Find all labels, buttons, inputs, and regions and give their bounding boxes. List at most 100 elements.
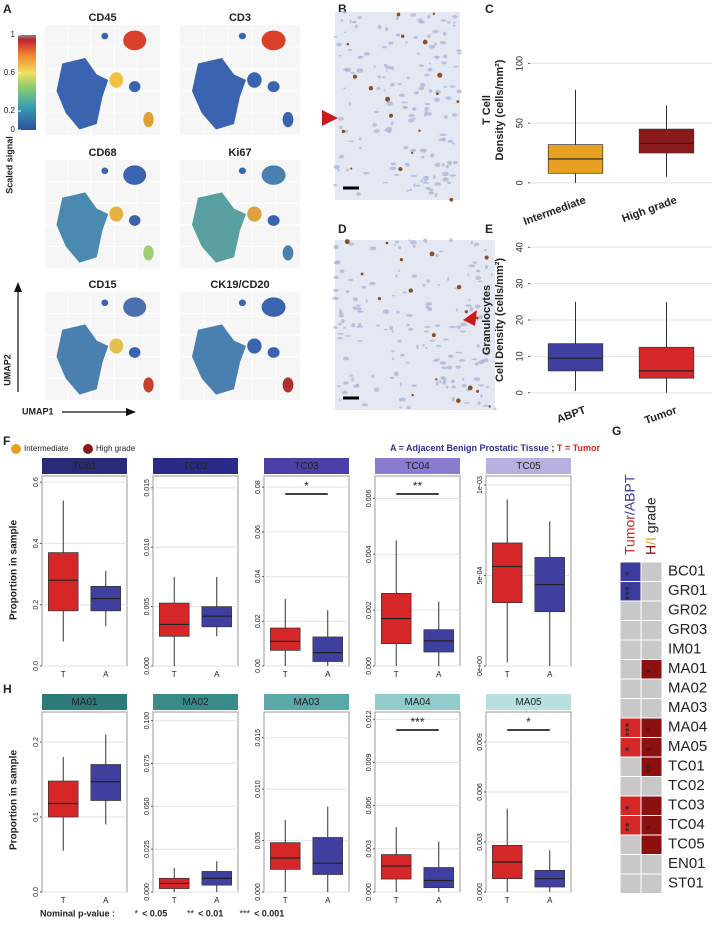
- tissue-cell: [410, 174, 418, 178]
- tissue-cell: [453, 21, 456, 24]
- tissue-cell: [355, 383, 360, 387]
- stained-cell: [464, 310, 468, 314]
- tissue-cell: [416, 52, 420, 55]
- tissue-cell: [451, 142, 455, 145]
- y-tick-label: 0.005: [255, 832, 262, 850]
- tissue-cell: [473, 377, 481, 382]
- tissue-cell: [363, 52, 369, 56]
- box: [423, 867, 454, 889]
- x-tick-label: A: [103, 896, 109, 905]
- tissue-cell: [463, 401, 470, 404]
- tissue-cell: [477, 280, 483, 283]
- x-tick-label: A: [103, 670, 109, 679]
- tissue-cell: [389, 166, 397, 171]
- tissue-cell: [442, 31, 447, 36]
- cell-stars: *: [644, 669, 658, 674]
- tissue-cell: [433, 174, 436, 180]
- y-tick-label: 0.000: [144, 883, 151, 901]
- y-tick-label: 0.006: [366, 797, 373, 815]
- y-axis-title: Proportion in sample: [9, 520, 20, 620]
- stained-cell: [475, 316, 479, 320]
- facet-title: MA01: [71, 697, 98, 708]
- tissue: [335, 240, 495, 410]
- tissue-cell: [385, 26, 389, 32]
- tissue-cell: [413, 91, 419, 95]
- tissue-cell: [358, 137, 362, 141]
- tissue-cell: [338, 154, 345, 159]
- tissue-cell: [428, 88, 433, 93]
- facet-title: TC02: [183, 461, 208, 472]
- tissue-cell: [408, 239, 411, 242]
- x-tick-label: T: [172, 670, 177, 679]
- panel-label: C: [485, 2, 494, 16]
- box: [270, 842, 301, 870]
- stained-cell: [408, 288, 414, 293]
- tissue-cell: [337, 337, 343, 340]
- umap-cluster: [267, 215, 280, 226]
- tissue-cell: [397, 339, 402, 343]
- y-axis-title: Density (cells/mm²): [494, 59, 506, 160]
- tissue-cell: [373, 129, 380, 133]
- tissue-cell: [382, 309, 390, 314]
- tissue-cell: [356, 304, 361, 307]
- stained-cell: [456, 398, 461, 403]
- facet-title: TC01: [72, 461, 97, 472]
- tissue-cell: [456, 52, 463, 55]
- heatmap-cell: [640, 639, 663, 660]
- box: [159, 602, 190, 637]
- tissue-cell: [455, 308, 458, 312]
- cell-stars: **: [644, 764, 658, 774]
- tissue-cell: [439, 40, 447, 45]
- row-label: MA04: [668, 719, 707, 736]
- tissue-cell: [405, 361, 410, 364]
- umap-cluster: [267, 81, 280, 93]
- tissue-cell: [341, 11, 348, 14]
- facet-strip: [42, 458, 127, 474]
- y-tick-label: 0.075: [144, 755, 151, 773]
- tissue-cell: [423, 176, 430, 181]
- tissue-cell: [348, 278, 354, 282]
- pvalue-title: Nominal p-value :: [40, 908, 115, 918]
- box: [638, 128, 695, 154]
- row-label: ST01: [668, 875, 704, 892]
- tissue-cell: [438, 138, 444, 141]
- tissue-cell: [373, 65, 376, 68]
- tissue-cell: [344, 335, 352, 337]
- tissue-cell: [396, 310, 400, 314]
- cell-stars: *: [623, 805, 637, 810]
- heatmap-cell: [640, 873, 663, 894]
- legend-marker: [83, 444, 93, 454]
- tissue-cell: [421, 155, 425, 159]
- tissue-cell: [333, 244, 339, 250]
- tissue-cell: [343, 31, 347, 34]
- umap-cluster: [261, 165, 286, 185]
- tissue-cell: [341, 390, 348, 395]
- y-tick-label: 0.0: [33, 661, 40, 671]
- x-tick-label: T: [61, 670, 66, 679]
- tissue-cell: [410, 13, 417, 17]
- facet-title: MA02: [182, 697, 209, 708]
- umap-cluster: [123, 297, 147, 317]
- tissue-cell: [458, 359, 466, 362]
- tissue-cell: [408, 118, 414, 123]
- box: [638, 346, 695, 379]
- y-tick-label: 0.4: [33, 538, 40, 548]
- x-tick-label: A: [436, 670, 442, 679]
- tissue-cell: [385, 126, 393, 132]
- tissue-cell: [473, 242, 480, 247]
- colorbar-tick-label: 0: [11, 125, 16, 134]
- y-tick-label: 0.000: [366, 883, 373, 901]
- tissue-cell: [371, 374, 375, 378]
- tissue-cell: [397, 33, 401, 37]
- tissue-cell: [388, 41, 394, 45]
- tissue-cell: [356, 68, 364, 73]
- tissue-cell: [462, 378, 465, 381]
- umap-cluster: [123, 165, 147, 185]
- tissue-cell: [434, 324, 441, 327]
- y-tick-label: 0.006: [477, 783, 484, 801]
- tissue-cell: [423, 238, 428, 243]
- umap-panel: [45, 292, 160, 400]
- tissue-cell: [398, 93, 406, 97]
- stained-cell: [399, 258, 404, 262]
